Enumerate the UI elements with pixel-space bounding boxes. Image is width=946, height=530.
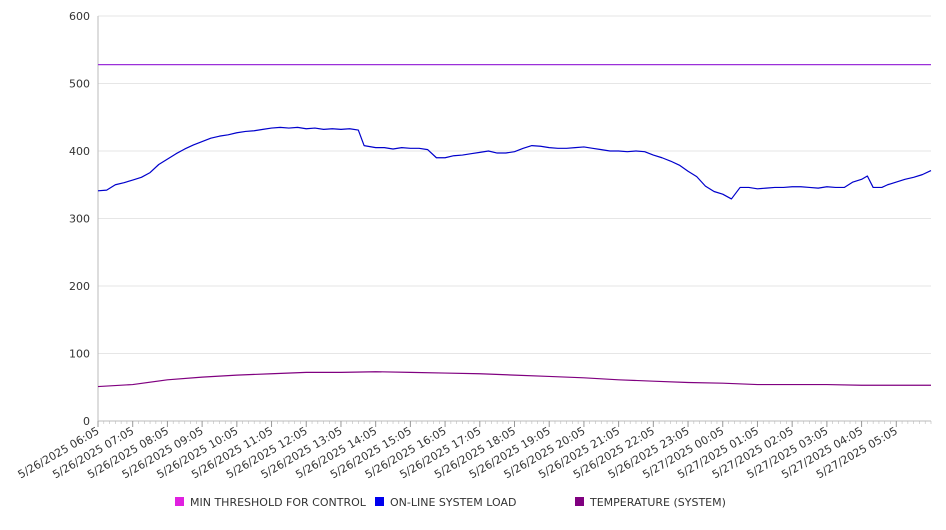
legend: MIN THRESHOLD FOR CONTROL ON-LINE SYSTEM … — [175, 496, 726, 509]
grid — [98, 15, 931, 354]
legend-swatch — [375, 497, 384, 506]
legend-swatch — [575, 497, 584, 506]
y-tick-label: 400 — [69, 145, 90, 158]
y-tick-label: 500 — [69, 78, 90, 91]
y-tick-label: 300 — [69, 213, 90, 226]
y-tick-label: 600 — [69, 10, 90, 23]
y-tick-label: 100 — [69, 348, 90, 361]
legend-swatch — [175, 497, 184, 506]
legend-label: MIN THRESHOLD FOR CONTROL — [190, 496, 367, 509]
series-line-2 — [97, 371, 931, 388]
series-line-1 — [97, 126, 932, 200]
legend-label: TEMPERATURE (SYSTEM) — [589, 496, 726, 509]
series-lines — [97, 63, 932, 388]
legend-label: ON-LINE SYSTEM LOAD — [390, 496, 516, 509]
y-tick-label: 200 — [69, 280, 90, 293]
y-tick-label: 0 — [83, 415, 90, 428]
